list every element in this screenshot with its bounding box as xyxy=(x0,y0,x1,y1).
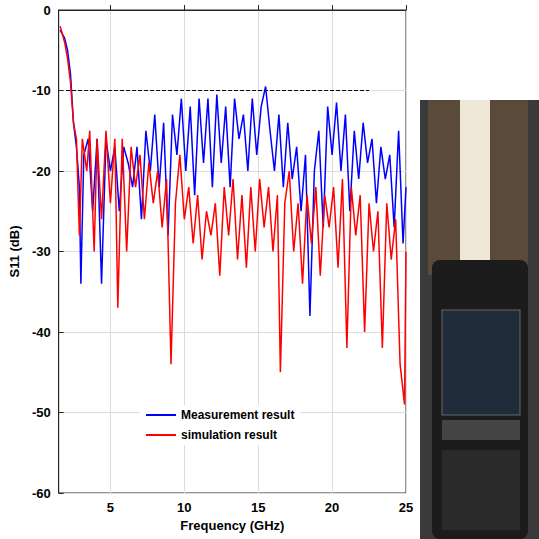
svg-text:0: 0 xyxy=(43,3,50,18)
svg-text:5: 5 xyxy=(107,500,114,515)
svg-text:-40: -40 xyxy=(32,325,51,340)
svg-text:Frequency (GHz): Frequency (GHz) xyxy=(180,518,284,533)
svg-text:-30: -30 xyxy=(32,244,51,259)
svg-text:-10: -10 xyxy=(32,83,51,98)
svg-text:10: 10 xyxy=(177,500,191,515)
svg-text:25: 25 xyxy=(399,500,413,515)
svg-text:15: 15 xyxy=(251,500,265,515)
svg-text:Measurement result: Measurement result xyxy=(181,408,294,422)
svg-text:simulation result: simulation result xyxy=(181,428,277,442)
svg-text:-20: -20 xyxy=(32,164,51,179)
svg-text:20: 20 xyxy=(325,500,339,515)
svg-text:-60: -60 xyxy=(32,486,51,501)
svg-text:S11 (dB): S11 (dB) xyxy=(7,225,22,277)
svg-text:-50: -50 xyxy=(32,405,51,420)
